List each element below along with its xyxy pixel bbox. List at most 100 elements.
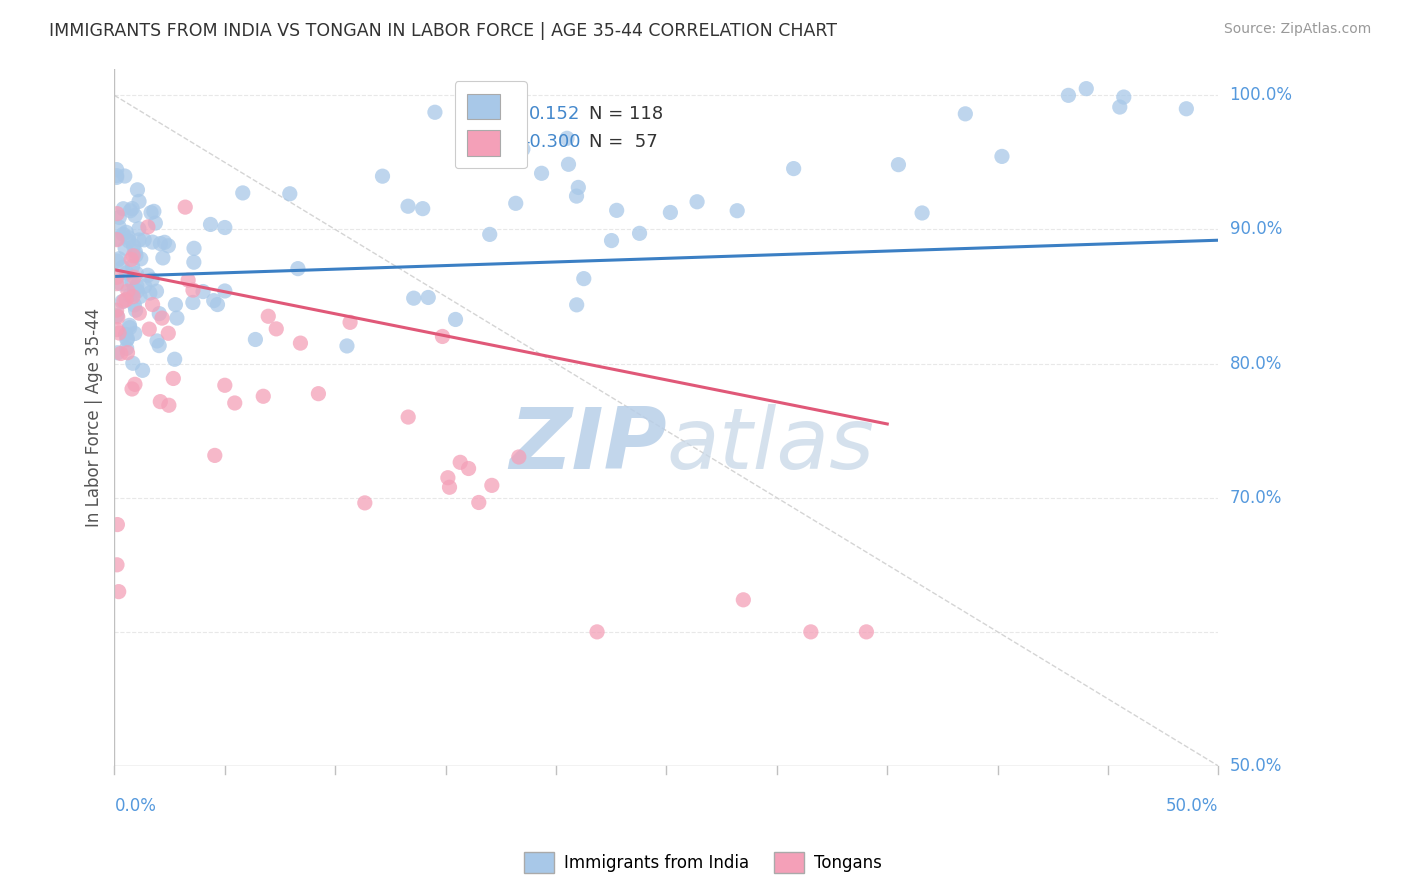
- Point: [339, 315, 361, 329]
- Point: [112, 227, 135, 242]
- Point: [145, 284, 167, 298]
- Point: [152, 251, 174, 265]
- Point: [555, 131, 578, 145]
- Point: [114, 327, 136, 342]
- Point: [214, 220, 236, 235]
- Point: [105, 162, 128, 177]
- Point: [127, 284, 149, 298]
- Point: [336, 339, 359, 353]
- Point: [512, 142, 534, 156]
- Point: [181, 283, 204, 297]
- Point: [131, 363, 153, 377]
- Point: [432, 329, 454, 343]
- Point: [148, 338, 170, 352]
- Text: N = 118: N = 118: [589, 105, 664, 123]
- Point: [124, 298, 146, 312]
- Point: [557, 157, 579, 171]
- Text: -0.300: -0.300: [523, 133, 581, 151]
- Text: N =  57: N = 57: [589, 133, 658, 151]
- Point: [105, 169, 128, 183]
- Point: [105, 254, 128, 268]
- Point: [191, 285, 214, 299]
- Point: [115, 333, 138, 347]
- Text: Source: ZipAtlas.com: Source: ZipAtlas.com: [1223, 22, 1371, 37]
- Point: [125, 248, 148, 262]
- Point: [449, 455, 471, 469]
- Point: [782, 161, 804, 176]
- Point: [1108, 100, 1130, 114]
- Point: [1175, 102, 1198, 116]
- Point: [177, 273, 200, 287]
- Point: [107, 310, 129, 324]
- Point: [887, 158, 910, 172]
- Point: [855, 624, 877, 639]
- Legend: Immigrants from India, Tongans: Immigrants from India, Tongans: [517, 846, 889, 880]
- Point: [565, 298, 588, 312]
- Point: [105, 233, 128, 247]
- Point: [108, 252, 131, 266]
- Point: [174, 200, 197, 214]
- Point: [245, 333, 267, 347]
- Point: [105, 303, 128, 318]
- Point: [157, 326, 180, 341]
- Point: [136, 219, 159, 234]
- Point: [128, 233, 150, 247]
- Point: [114, 169, 136, 183]
- Text: 50.0%: 50.0%: [1230, 757, 1282, 775]
- Point: [565, 189, 588, 203]
- Point: [166, 311, 188, 326]
- Point: [105, 558, 128, 572]
- Point: [202, 293, 225, 308]
- Point: [165, 298, 187, 312]
- Text: R =: R =: [468, 133, 501, 151]
- Point: [142, 204, 165, 219]
- Point: [686, 194, 709, 209]
- Point: [108, 326, 131, 340]
- Point: [423, 105, 446, 120]
- Point: [157, 239, 180, 253]
- Point: [120, 203, 142, 218]
- Point: [207, 297, 229, 311]
- Point: [659, 205, 682, 219]
- Point: [800, 624, 823, 639]
- Point: [117, 230, 139, 244]
- Point: [105, 277, 128, 291]
- Point: [149, 394, 172, 409]
- Point: [157, 398, 180, 412]
- Point: [148, 307, 170, 321]
- Point: [114, 241, 136, 255]
- Point: [111, 260, 134, 275]
- Point: [141, 235, 163, 249]
- Point: [122, 239, 145, 253]
- Point: [181, 295, 204, 310]
- Point: [122, 270, 145, 285]
- Point: [124, 209, 146, 223]
- Point: [290, 336, 312, 351]
- Point: [252, 389, 274, 403]
- Point: [505, 196, 527, 211]
- Point: [418, 290, 440, 304]
- Point: [112, 294, 135, 309]
- Point: [628, 227, 651, 241]
- Point: [118, 320, 141, 334]
- Point: [437, 471, 460, 485]
- Point: [139, 205, 162, 219]
- Point: [1057, 88, 1080, 103]
- Point: [125, 279, 148, 293]
- Text: 70.0%: 70.0%: [1230, 489, 1282, 507]
- Point: [508, 450, 530, 464]
- Point: [214, 284, 236, 298]
- Point: [134, 279, 156, 293]
- Point: [122, 249, 145, 263]
- Point: [122, 290, 145, 304]
- Text: IMMIGRANTS FROM INDIA VS TONGAN IN LABOR FORCE | AGE 35-44 CORRELATION CHART: IMMIGRANTS FROM INDIA VS TONGAN IN LABOR…: [49, 22, 837, 40]
- Text: 90.0%: 90.0%: [1230, 220, 1282, 238]
- Text: ZIP: ZIP: [509, 404, 666, 487]
- Point: [586, 624, 609, 639]
- Point: [107, 345, 129, 359]
- Point: [128, 221, 150, 235]
- Point: [117, 284, 139, 298]
- Point: [139, 286, 162, 301]
- Point: [224, 396, 246, 410]
- Text: 50.0%: 50.0%: [1166, 797, 1219, 814]
